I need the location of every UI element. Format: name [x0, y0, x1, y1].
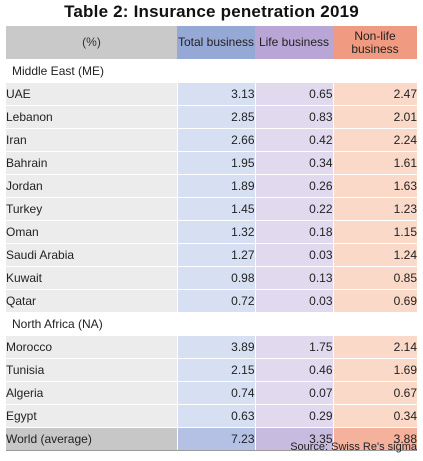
country-cell: UAE	[6, 82, 177, 106]
life-business-cell: 0.03	[254, 243, 333, 267]
nonlife-business-cell: 1.15	[332, 220, 417, 244]
life-business-cell: 0.13	[254, 266, 333, 290]
nonlife-business-cell: 1.24	[332, 243, 417, 267]
life-business-header: Life business	[255, 26, 333, 60]
total-business-cell: 3.13	[176, 82, 255, 106]
table-row: Tunisia 2.15 0.46 1.69	[6, 358, 417, 382]
total-business-cell: 1.32	[176, 220, 255, 244]
total-business-cell: 2.15	[176, 358, 255, 382]
table-row: Algeria 0.74 0.07 0.67	[6, 381, 417, 405]
table-title: Table 2: Insurance penetration 2019	[64, 2, 359, 21]
nonlife-business-cell: 2.24	[332, 128, 417, 152]
total-business-cell: 0.72	[176, 289, 255, 313]
life-business-cell: 3.35	[254, 427, 333, 451]
country-cell: Tunisia	[6, 358, 177, 382]
total-business-cell: 0.98	[176, 266, 255, 290]
nonlife-business-cell: 1.61	[332, 151, 417, 175]
nonlife-business-cell: 0.85	[332, 266, 417, 290]
life-business-cell: 0.46	[254, 358, 333, 382]
total-business-cell: 1.27	[176, 243, 255, 267]
life-business-cell: 0.29	[254, 404, 333, 428]
table-row: UAE 3.13 0.65 2.47	[6, 82, 417, 106]
life-business-cell: 0.26	[254, 174, 333, 198]
table-row: Jordan 1.89 0.26 1.63	[6, 174, 417, 198]
country-cell: Jordan	[6, 174, 177, 198]
life-business-cell: 0.34	[254, 151, 333, 175]
nonlife-business-cell: 1.63	[332, 174, 417, 198]
life-business-cell: 0.18	[254, 220, 333, 244]
life-business-cell: 0.42	[254, 128, 333, 152]
country-cell: Qatar	[6, 289, 177, 313]
country-cell: Kuwait	[6, 266, 177, 290]
table-row: World (average) 7.23 3.35 3.88	[6, 427, 417, 451]
section-row: North Africa (NA)	[6, 312, 417, 336]
table-body: Middle East (ME) UAE 3.13 0.65 2.47 Lebanon 2.…	[6, 59, 417, 451]
source-note: Source: Swiss Re's sigma	[290, 441, 417, 453]
country-cell: Iran	[6, 128, 177, 152]
total-business-cell: 3.89	[176, 335, 255, 359]
life-business-cell: 0.83	[254, 105, 333, 129]
nonlife-business-cell: 3.88	[332, 427, 417, 451]
total-business-cell: 2.66	[176, 128, 255, 152]
nonlife-business-cell: 1.69	[332, 358, 417, 382]
country-cell: Lebanon	[6, 105, 177, 129]
life-business-cell: 0.03	[254, 289, 333, 313]
total-business-cell: 0.63	[176, 404, 255, 428]
total-business-cell: 1.45	[176, 197, 255, 221]
country-cell: World (average)	[6, 427, 177, 451]
total-business-cell: 0.74	[176, 381, 255, 405]
nonlife-business-cell: 2.47	[332, 82, 417, 106]
total-business-cell: 7.23	[176, 427, 255, 451]
section-label: Middle East (ME)	[6, 59, 417, 83]
nonlife-business-cell: 0.34	[332, 404, 417, 428]
country-cell: Bahrain	[6, 151, 177, 175]
country-cell: Algeria	[6, 381, 177, 405]
total-business-cell: 1.95	[176, 151, 255, 175]
country-cell: Egypt	[6, 404, 177, 428]
table-row: Kuwait 0.98 0.13 0.85	[6, 266, 417, 290]
total-business-header: Total business	[177, 26, 255, 60]
table-row: Egypt 0.63 0.29 0.34	[6, 404, 417, 428]
life-business-cell: 0.65	[254, 82, 333, 106]
unit-header: (%)	[6, 26, 177, 60]
total-business-cell: 2.85	[176, 105, 255, 129]
nonlife-business-header: Non-life business	[333, 26, 417, 60]
table-row: Lebanon 2.85 0.83 2.01	[6, 105, 417, 129]
life-business-cell: 0.22	[254, 197, 333, 221]
country-cell: Oman	[6, 220, 177, 244]
table-row: Oman 1.32 0.18 1.15	[6, 220, 417, 244]
table-row: Saudi Arabia 1.27 0.03 1.24	[6, 243, 417, 267]
table-row: Turkey 1.45 0.22 1.23	[6, 197, 417, 221]
section-row: Middle East (ME)	[6, 59, 417, 83]
country-cell: Turkey	[6, 197, 177, 221]
country-cell: Morocco	[6, 335, 177, 359]
nonlife-business-cell: 0.67	[332, 381, 417, 405]
nonlife-business-cell: 2.01	[332, 105, 417, 129]
nonlife-business-cell: 0.69	[332, 289, 417, 313]
table-row: Iran 2.66 0.42 2.24	[6, 128, 417, 152]
insurance-penetration-table: (%) Total business Life business Non-lif…	[6, 26, 417, 451]
table-row: Qatar 0.72 0.03 0.69	[6, 289, 417, 313]
life-business-cell: 0.07	[254, 381, 333, 405]
nonlife-business-cell: 2.14	[332, 335, 417, 359]
table-row: Bahrain 1.95 0.34 1.61	[6, 151, 417, 175]
life-business-cell: 1.75	[254, 335, 333, 359]
country-cell: Saudi Arabia	[6, 243, 177, 267]
nonlife-business-cell: 1.23	[332, 197, 417, 221]
total-business-cell: 1.89	[176, 174, 255, 198]
table-row: Morocco 3.89 1.75 2.14	[6, 335, 417, 359]
section-label: North Africa (NA)	[6, 312, 417, 336]
header-row: (%) Total business Life business Non-lif…	[6, 26, 417, 60]
